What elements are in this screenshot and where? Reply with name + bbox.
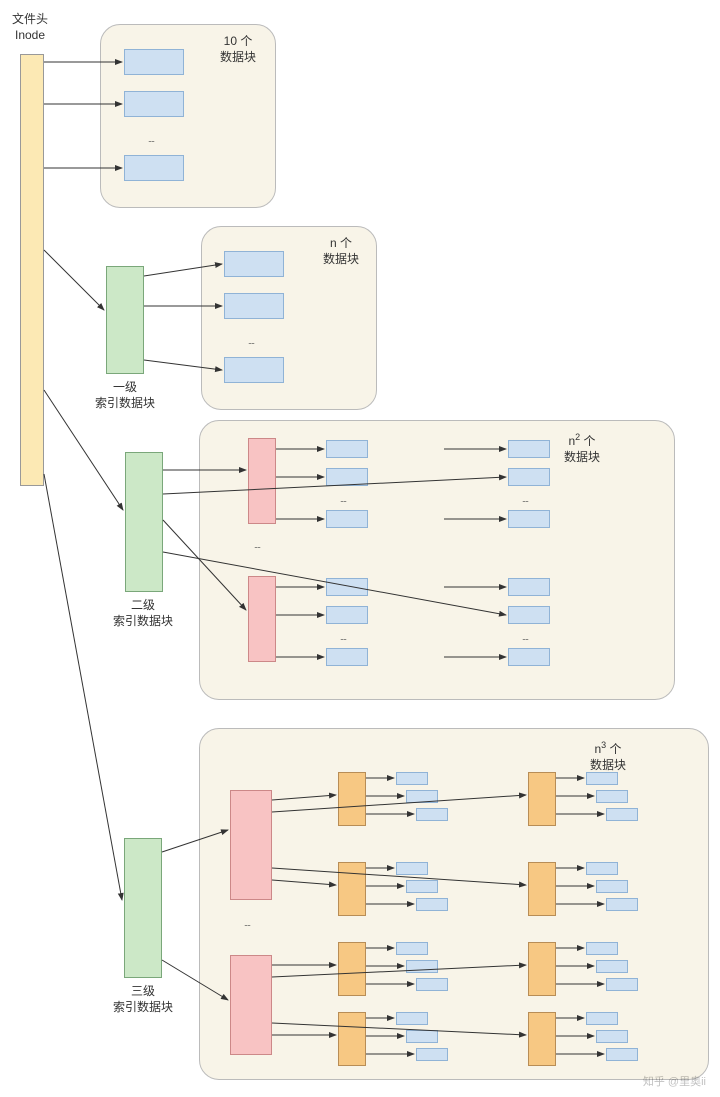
dots: .... [248,336,254,346]
dots: .... [254,540,260,550]
l3-orange-block [338,1012,366,1066]
data-block [326,578,368,596]
l3-pink-block [230,955,272,1055]
data-block [586,772,618,785]
data-block [508,648,550,666]
data-block [326,468,368,486]
dots: .... [244,918,250,928]
data-block [396,862,428,875]
l3-index-block [124,838,162,978]
data-block [508,440,550,458]
direct-count-label: 10 个 数据块 [220,34,256,65]
data-block [586,1012,618,1025]
data-block [606,898,638,911]
data-block [406,1030,438,1043]
data-block [416,978,448,991]
l3-orange-block [528,772,556,826]
l1-count-label: n 个 数据块 [323,236,359,267]
data-block [326,648,368,666]
data-block [124,91,184,117]
l3-orange-block [528,1012,556,1066]
data-block [596,790,628,803]
data-block [406,960,438,973]
data-block [596,960,628,973]
data-block [124,155,184,181]
data-block [606,1048,638,1061]
data-block [326,606,368,624]
l3-pink-block [230,790,272,900]
data-block [596,1030,628,1043]
l2-pink-block [248,576,276,662]
l2-count-label: n2 个 数据块 [564,432,600,465]
data-block [396,942,428,955]
watermark: 知乎 @里奥ii [643,1073,706,1089]
data-block [326,510,368,528]
data-block [224,293,284,319]
data-block [406,790,438,803]
inode-block [20,54,44,486]
data-block [508,578,550,596]
l3-orange-block [338,942,366,996]
l3-orange-block [338,772,366,826]
data-block [508,606,550,624]
data-block [326,440,368,458]
l3-count-label: n3 个 数据块 [590,740,626,773]
l2-pink-block [248,438,276,524]
data-block [224,357,284,383]
data-block [124,49,184,75]
l1-index-block [106,266,144,374]
l1-label: 一级 索引数据块 [95,380,155,411]
data-block [416,898,448,911]
data-block [416,1048,448,1061]
data-block [224,251,284,277]
data-block [416,808,448,821]
data-block [396,1012,428,1025]
data-block [396,772,428,785]
l3-orange-block [528,942,556,996]
dots: .... [522,632,528,642]
data-block [508,468,550,486]
l2-label: 二级 索引数据块 [113,598,173,629]
dots: .... [340,632,346,642]
data-block [596,880,628,893]
inode-diagram: 文件头 Inode 10 个 数据块 .... 一级 索引数据块 n 个 数据块… [0,0,720,1097]
data-block [606,808,638,821]
data-block [406,880,438,893]
inode-label: 文件头 Inode [12,12,48,43]
data-block [606,978,638,991]
dots: .... [340,494,346,504]
l2-index-block [125,452,163,592]
data-block [586,942,618,955]
l3-label: 三级 索引数据块 [113,984,173,1015]
l3-orange-block [338,862,366,916]
data-block [586,862,618,875]
data-block [508,510,550,528]
l3-orange-block [528,862,556,916]
dots: .... [148,134,154,144]
dots: .... [522,494,528,504]
